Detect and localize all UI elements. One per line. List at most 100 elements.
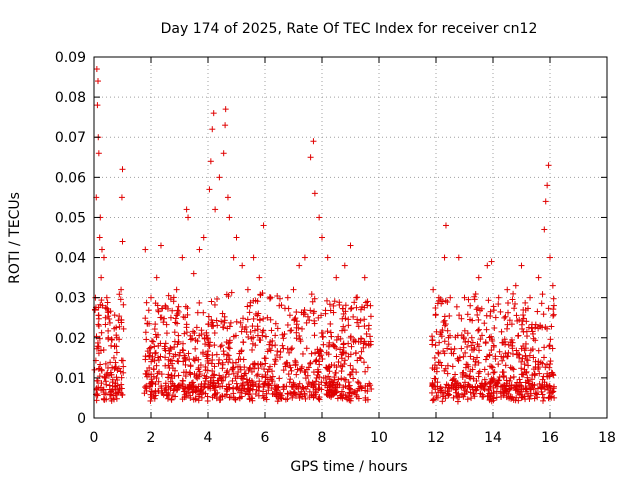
data-point bbox=[548, 323, 555, 330]
data-point bbox=[495, 301, 502, 308]
data-point bbox=[485, 371, 492, 378]
data-point bbox=[361, 316, 368, 323]
data-point bbox=[304, 383, 311, 390]
data-point bbox=[522, 299, 529, 306]
data-point bbox=[345, 379, 352, 386]
data-point bbox=[157, 353, 164, 360]
data-point bbox=[486, 334, 493, 341]
data-point bbox=[198, 385, 205, 392]
data-point bbox=[219, 393, 226, 400]
data-point bbox=[328, 388, 335, 395]
data-point bbox=[183, 329, 190, 336]
data-point bbox=[230, 390, 237, 397]
data-point bbox=[95, 343, 102, 350]
data-point bbox=[550, 295, 557, 302]
data-point bbox=[207, 377, 214, 384]
data-point bbox=[535, 347, 542, 354]
data-point bbox=[475, 343, 482, 350]
data-point bbox=[465, 296, 472, 303]
data-point bbox=[249, 381, 256, 388]
data-points bbox=[91, 66, 558, 405]
data-point bbox=[229, 377, 236, 384]
data-point bbox=[338, 375, 345, 382]
data-point bbox=[473, 377, 480, 384]
data-point bbox=[333, 364, 340, 371]
data-point bbox=[94, 391, 101, 398]
data-point bbox=[532, 337, 539, 344]
data-point bbox=[534, 385, 541, 392]
data-point bbox=[537, 322, 544, 329]
data-point bbox=[333, 389, 340, 396]
data-point bbox=[331, 374, 338, 381]
data-point bbox=[460, 335, 467, 342]
data-point bbox=[437, 331, 444, 338]
data-point bbox=[301, 390, 308, 397]
data-point bbox=[242, 390, 249, 397]
data-point bbox=[516, 351, 523, 358]
data-point bbox=[491, 369, 498, 376]
data-point bbox=[274, 325, 281, 332]
data-point bbox=[310, 138, 317, 145]
data-point bbox=[205, 313, 212, 320]
data-point bbox=[261, 366, 268, 373]
data-point bbox=[519, 318, 526, 325]
data-point bbox=[202, 341, 209, 348]
data-point bbox=[327, 329, 334, 336]
data-point bbox=[540, 354, 547, 361]
data-point bbox=[303, 385, 310, 392]
data-point bbox=[224, 351, 231, 358]
data-point bbox=[510, 290, 517, 297]
data-point bbox=[502, 313, 509, 320]
data-point bbox=[248, 378, 255, 385]
data-point bbox=[172, 315, 179, 322]
data-point bbox=[200, 234, 207, 241]
x-tick-label: 2 bbox=[147, 430, 156, 446]
data-point bbox=[91, 306, 98, 313]
data-point bbox=[345, 322, 352, 329]
data-point bbox=[109, 336, 116, 343]
axis-ticks: 0 0.01 0.02 0.03 0.04 0.05 0.06 0.07 0.08 0.09 0 2 4… bbox=[55, 50, 616, 446]
data-point bbox=[525, 362, 532, 369]
data-point bbox=[430, 396, 437, 403]
data-point bbox=[540, 311, 547, 318]
data-point bbox=[287, 327, 294, 334]
data-point bbox=[174, 341, 181, 348]
data-point bbox=[142, 329, 149, 336]
data-point bbox=[262, 360, 269, 367]
x-tick-label: 6 bbox=[261, 430, 270, 446]
data-point bbox=[505, 341, 512, 348]
data-point bbox=[213, 317, 220, 324]
data-point bbox=[256, 317, 263, 324]
data-point bbox=[342, 302, 349, 309]
data-point bbox=[348, 343, 355, 350]
data-point bbox=[151, 326, 158, 333]
data-point bbox=[176, 382, 183, 389]
data-point bbox=[545, 162, 552, 169]
data-point bbox=[284, 294, 291, 301]
data-point bbox=[515, 397, 522, 404]
data-point bbox=[497, 383, 504, 390]
data-point bbox=[541, 344, 548, 351]
data-point bbox=[330, 302, 337, 309]
data-point bbox=[529, 321, 536, 328]
data-point bbox=[504, 286, 511, 293]
data-point bbox=[350, 338, 357, 345]
data-point bbox=[94, 102, 101, 109]
data-point bbox=[341, 357, 348, 364]
data-point bbox=[502, 350, 509, 357]
data-point bbox=[323, 391, 330, 398]
data-point bbox=[309, 298, 316, 305]
data-point bbox=[365, 342, 372, 349]
data-point bbox=[468, 395, 475, 402]
data-point bbox=[247, 364, 254, 371]
data-point bbox=[512, 387, 519, 394]
data-point bbox=[508, 321, 515, 328]
data-point bbox=[93, 397, 100, 404]
data-point bbox=[252, 342, 259, 349]
data-point bbox=[209, 367, 216, 374]
data-point bbox=[441, 313, 448, 320]
data-point bbox=[345, 316, 352, 323]
data-point bbox=[292, 357, 299, 364]
data-point bbox=[94, 339, 101, 346]
y-tick-label: 0.06 bbox=[55, 170, 86, 186]
